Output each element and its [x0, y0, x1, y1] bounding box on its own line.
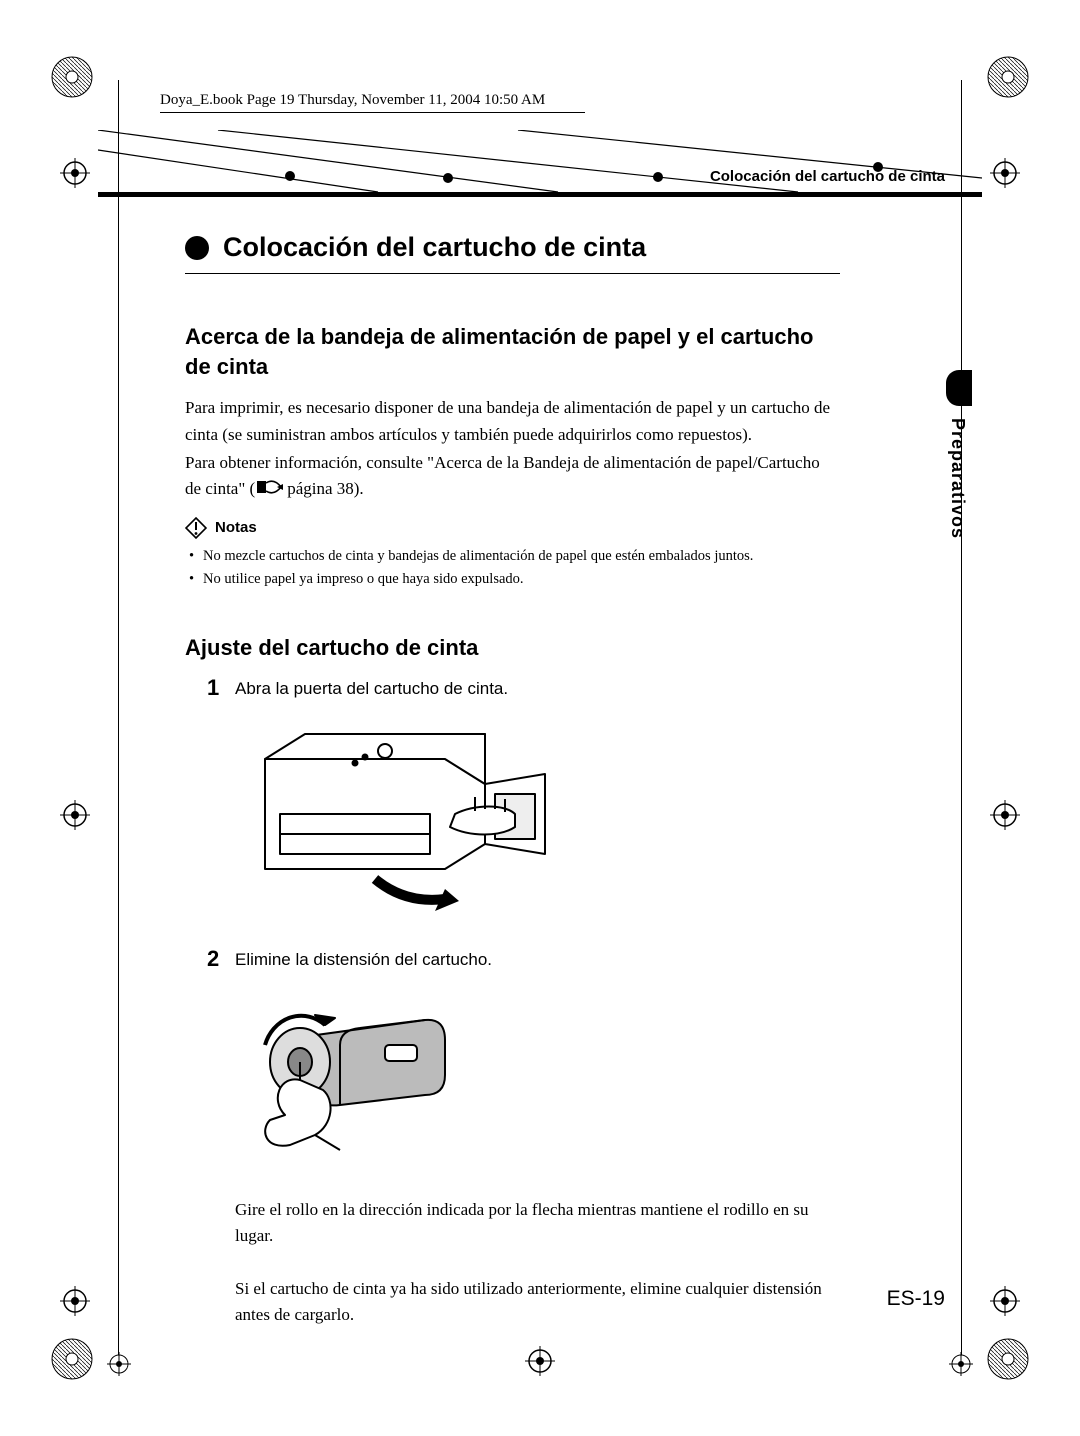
side-tab: [946, 370, 972, 406]
page-number: ES-19: [887, 1287, 945, 1311]
paragraph-2b: página 38).: [287, 479, 363, 498]
crop-mark-top-right: [986, 55, 1030, 99]
section-title: Colocación del cartucho de cinta: [223, 232, 646, 263]
notes-label: Notas: [215, 519, 257, 536]
paragraph-2: Para obtener información, consulte "Acer…: [185, 450, 840, 503]
reg-mark-right-3: [990, 1286, 1020, 1316]
reg-mark-left-2: [60, 800, 90, 830]
figure-cartridge: [245, 990, 840, 1175]
step-text: Elimine la distensión del cartucho.: [235, 946, 492, 972]
reg-mark-right-1: [990, 158, 1020, 188]
bullet-icon: [185, 236, 209, 260]
running-head: Colocación del cartucho de cinta: [710, 168, 945, 185]
side-section-label: Preparativos: [947, 418, 968, 539]
step-1: 1 Abra la puerta del cartucho de cinta.: [207, 675, 840, 701]
guide-right: [961, 80, 962, 1360]
crop-mark-top-left: [50, 55, 94, 99]
header-band: [98, 130, 982, 198]
reference-icon: [257, 480, 283, 494]
warning-icon: [185, 517, 207, 539]
reg-mark-inner-right: [949, 1352, 973, 1376]
caption-1: Gire el rollo en la dirección indicada p…: [235, 1197, 840, 1250]
reg-mark-inner-left: [107, 1352, 131, 1376]
note-item: No utilice papel ya impreso o que haya s…: [189, 568, 840, 591]
notes-list: No mezcle cartuchos de cinta y bandejas …: [185, 545, 840, 591]
subsection-1-title: Acerca de la bandeja de alimentación de …: [185, 322, 840, 381]
figure-printer: [245, 719, 840, 924]
caption-2: Si el cartucho de cinta ya ha sido utili…: [235, 1276, 840, 1329]
reg-mark-left-1: [60, 158, 90, 188]
guide-left: [118, 80, 119, 1360]
reg-mark-right-2: [990, 800, 1020, 830]
page-content: Colocación del cartucho de cinta Acerca …: [185, 232, 840, 1329]
step-text: Abra la puerta del cartucho de cinta.: [235, 675, 508, 701]
paragraph-1: Para imprimir, es necesario disponer de …: [185, 395, 840, 448]
subsection-2-title: Ajuste del cartucho de cinta: [185, 635, 840, 661]
step-number: 2: [207, 946, 235, 972]
notes-heading: Notas: [185, 517, 840, 539]
crop-mark-bottom-right: [986, 1337, 1030, 1381]
reg-mark-bottom-center: [525, 1346, 555, 1376]
crop-mark-bottom-left: [50, 1337, 94, 1381]
note-item: No mezcle cartuchos de cinta y bandejas …: [189, 545, 840, 568]
step-2: 2 Elimine la distensión del cartucho.: [207, 946, 840, 972]
build-stamp: Doya_E.book Page 19 Thursday, November 1…: [160, 92, 585, 113]
step-number: 1: [207, 675, 235, 701]
reg-mark-left-3: [60, 1286, 90, 1316]
section-heading: Colocación del cartucho de cinta: [185, 232, 840, 274]
